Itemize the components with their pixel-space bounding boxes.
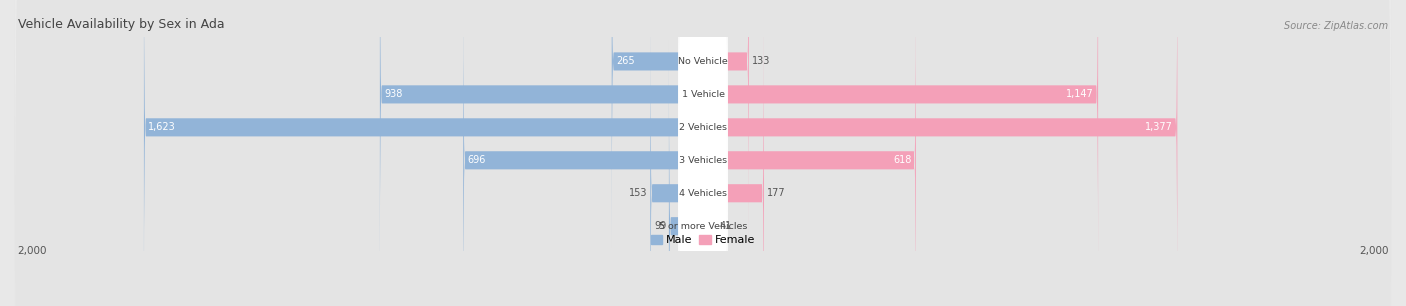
FancyBboxPatch shape	[669, 38, 703, 306]
Text: 1 Vehicle: 1 Vehicle	[682, 90, 724, 99]
FancyBboxPatch shape	[678, 0, 728, 306]
Text: 1,147: 1,147	[1066, 89, 1094, 99]
FancyBboxPatch shape	[14, 0, 1392, 306]
Text: Source: ZipAtlas.com: Source: ZipAtlas.com	[1284, 21, 1389, 31]
FancyBboxPatch shape	[14, 0, 1392, 306]
FancyBboxPatch shape	[678, 0, 728, 252]
FancyBboxPatch shape	[14, 0, 1392, 306]
Text: 2,000: 2,000	[1360, 246, 1389, 256]
FancyBboxPatch shape	[14, 0, 1392, 306]
FancyBboxPatch shape	[678, 0, 728, 306]
Text: No Vehicle: No Vehicle	[678, 57, 728, 66]
FancyBboxPatch shape	[703, 0, 915, 306]
FancyBboxPatch shape	[703, 0, 1098, 283]
Text: 5 or more Vehicles: 5 or more Vehicles	[659, 222, 747, 231]
Text: 1,623: 1,623	[148, 122, 176, 132]
FancyBboxPatch shape	[143, 0, 703, 306]
FancyBboxPatch shape	[651, 5, 703, 306]
Text: 1,377: 1,377	[1146, 122, 1173, 132]
Text: Vehicle Availability by Sex in Ada: Vehicle Availability by Sex in Ada	[17, 18, 224, 31]
FancyBboxPatch shape	[612, 0, 703, 250]
Text: 177: 177	[766, 188, 786, 198]
Text: 938: 938	[384, 89, 402, 99]
FancyBboxPatch shape	[463, 0, 703, 306]
FancyBboxPatch shape	[678, 3, 728, 306]
Text: 265: 265	[616, 56, 634, 66]
FancyBboxPatch shape	[703, 5, 763, 306]
FancyBboxPatch shape	[703, 38, 717, 306]
Text: 133: 133	[752, 56, 770, 66]
Text: 153: 153	[628, 188, 648, 198]
Text: 41: 41	[720, 221, 733, 231]
Text: 3 Vehicles: 3 Vehicles	[679, 156, 727, 165]
FancyBboxPatch shape	[678, 0, 728, 284]
FancyBboxPatch shape	[14, 0, 1392, 306]
Text: 99: 99	[654, 221, 666, 231]
FancyBboxPatch shape	[14, 0, 1392, 306]
Legend: Male, Female: Male, Female	[647, 230, 759, 250]
Text: 2 Vehicles: 2 Vehicles	[679, 123, 727, 132]
FancyBboxPatch shape	[703, 0, 1177, 306]
Text: 4 Vehicles: 4 Vehicles	[679, 189, 727, 198]
FancyBboxPatch shape	[380, 0, 703, 283]
FancyBboxPatch shape	[703, 0, 749, 250]
FancyBboxPatch shape	[678, 36, 728, 306]
Text: 696: 696	[467, 155, 485, 165]
Text: 2,000: 2,000	[17, 246, 46, 256]
Text: 618: 618	[893, 155, 911, 165]
